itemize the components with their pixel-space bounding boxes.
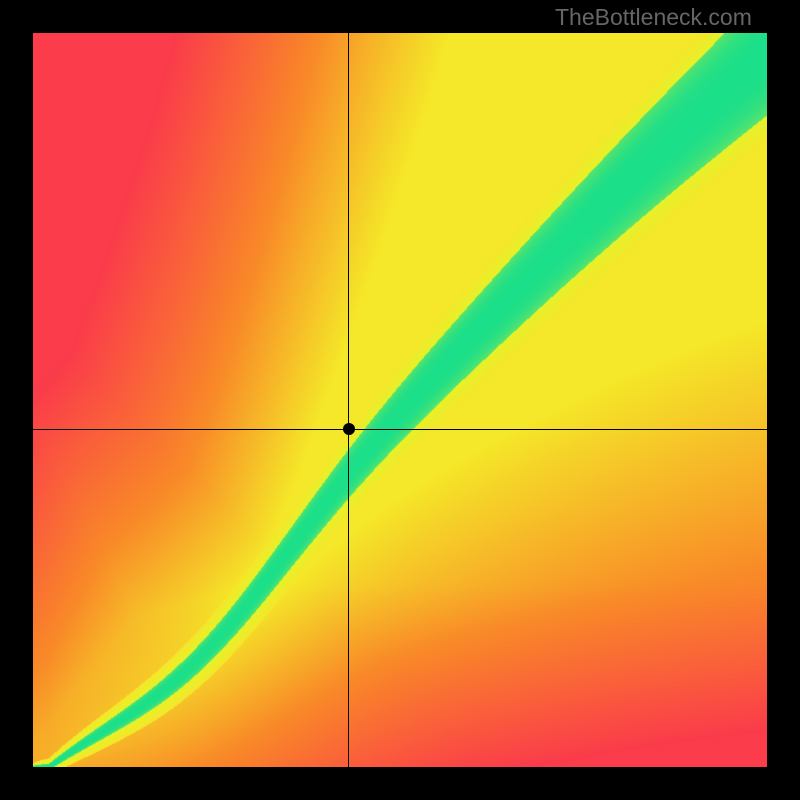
crosshair-horizontal [33,429,767,430]
watermark-text: TheBottleneck.com [555,4,752,31]
heatmap-canvas [33,33,767,767]
chart-frame: TheBottleneck.com [0,0,800,800]
crosshair-vertical [348,33,349,767]
crosshair-marker [343,423,355,435]
